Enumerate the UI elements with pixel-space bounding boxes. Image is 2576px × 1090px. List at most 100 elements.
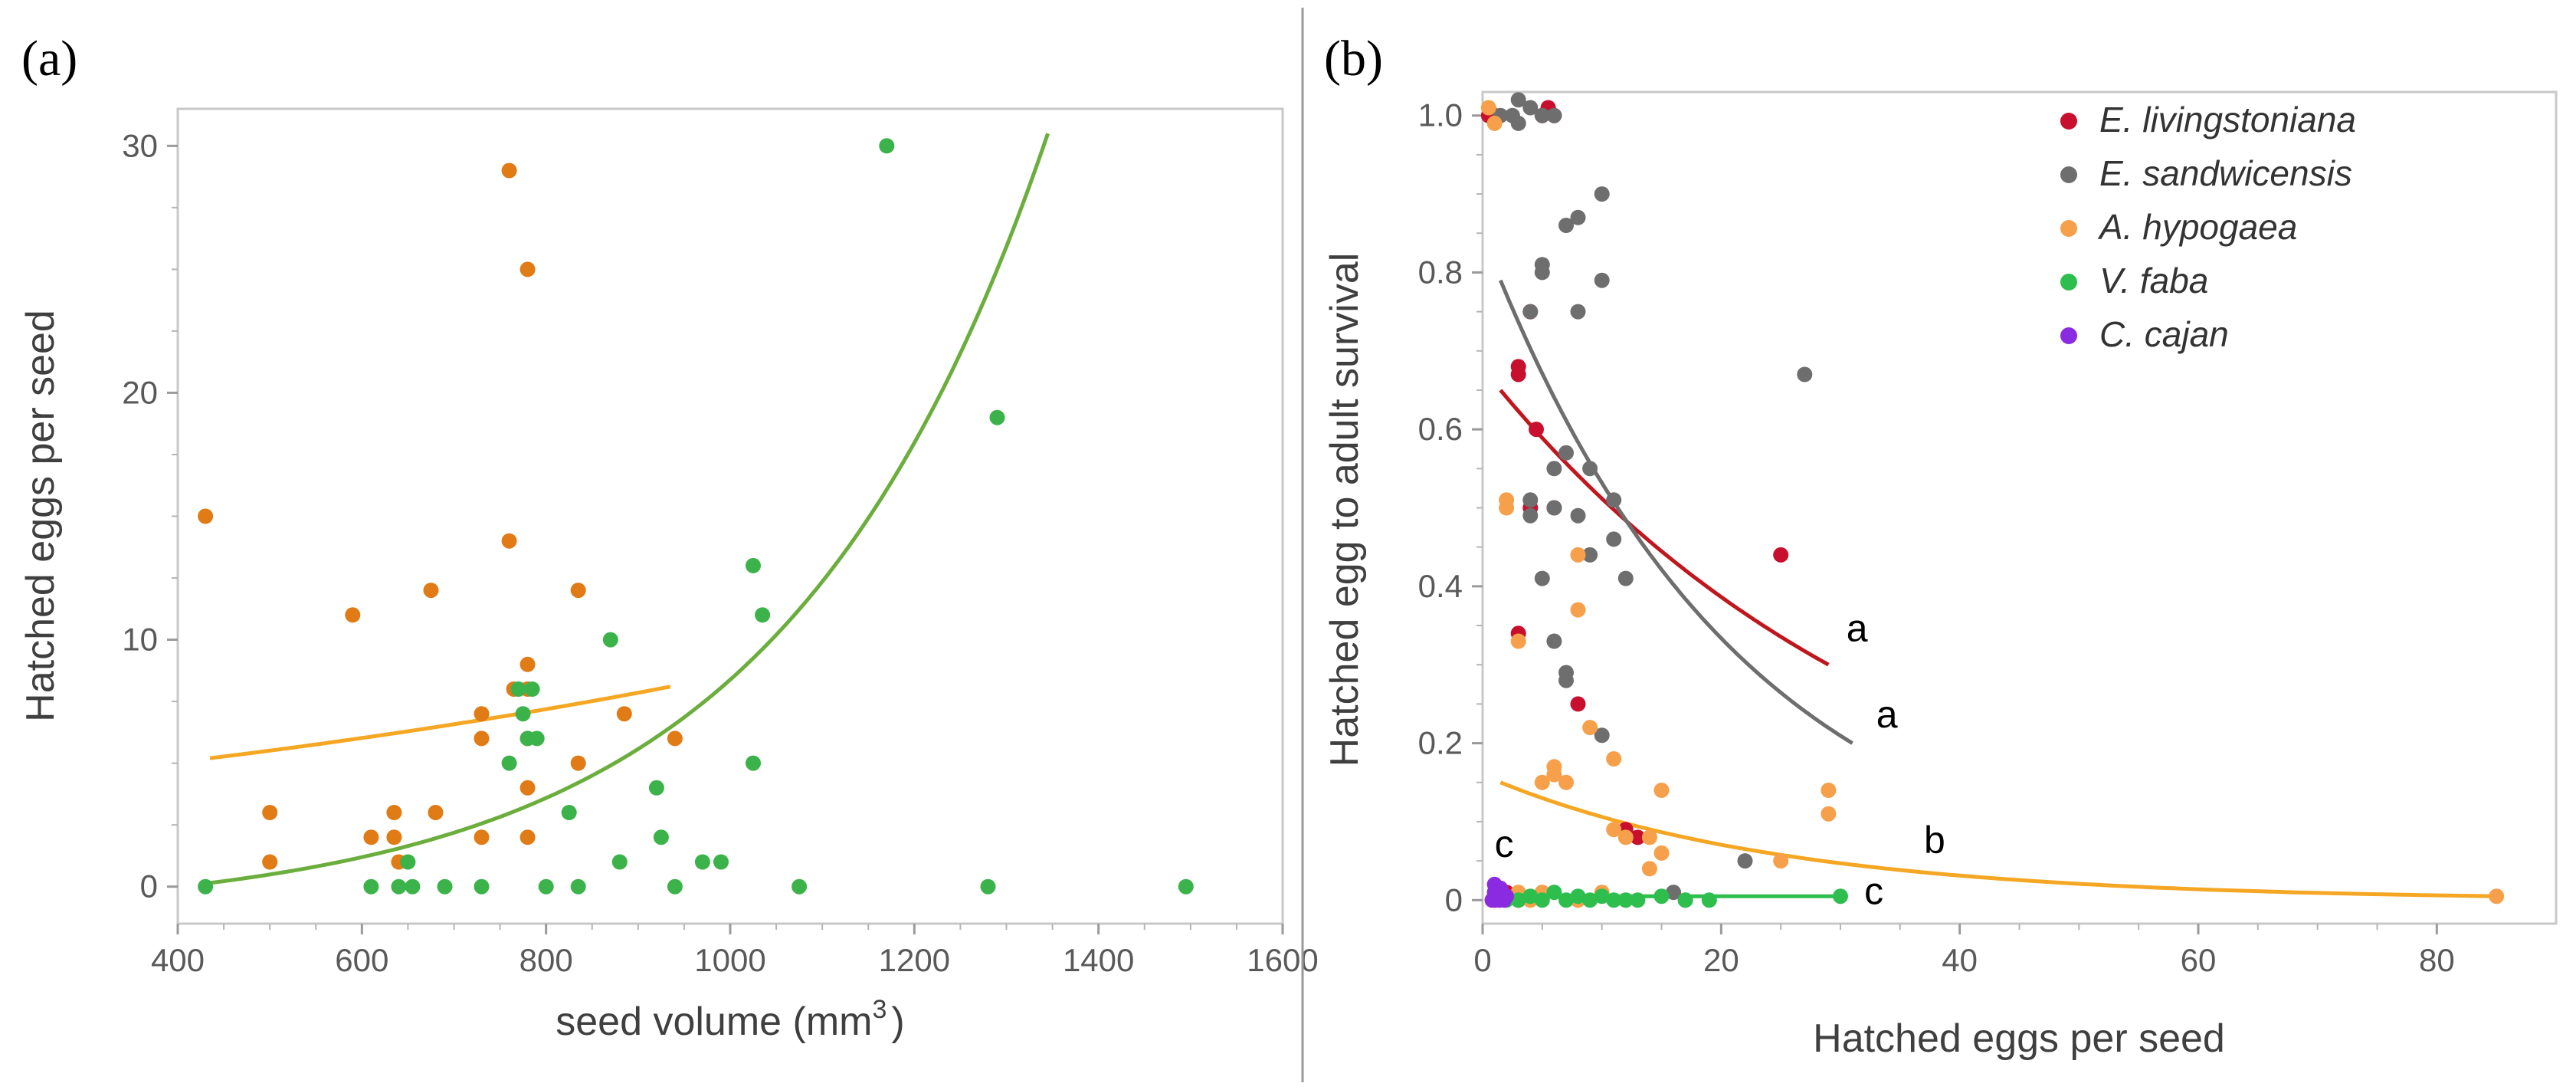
data-point: [1558, 892, 1574, 908]
data-point: [1653, 888, 1670, 905]
plot-b-curves: [1494, 279, 2497, 898]
data-point: [713, 854, 729, 870]
x-tick-label: 1400: [1063, 942, 1134, 978]
data-point: [653, 829, 669, 845]
data-point: [1546, 767, 1562, 783]
data-point: [1737, 853, 1753, 869]
fit-curve-orange-fit: [1499, 780, 2497, 898]
series-e-sandwicensis: [1493, 92, 1813, 908]
x-tick-label: 20: [1703, 942, 1739, 978]
data-point: [570, 583, 586, 599]
significance-letter: c: [1864, 869, 1883, 912]
data-point: [1582, 461, 1598, 477]
data-point: [1546, 461, 1562, 477]
legend-label: E. sandwicensis: [2099, 153, 2352, 193]
data-point: [1510, 92, 1526, 108]
data-point: [1582, 547, 1598, 563]
data-point: [1570, 547, 1586, 563]
data-point: [1522, 888, 1539, 905]
data-point: [1582, 892, 1598, 908]
data-point: [980, 878, 996, 895]
plot-a-frame: [176, 107, 1284, 925]
data-point: [1510, 115, 1526, 131]
data-point: [1630, 829, 1646, 845]
data-point: [1529, 422, 1544, 438]
data-point: [1534, 570, 1550, 586]
data-point: [1534, 107, 1550, 123]
data-point: [1570, 304, 1586, 320]
panel-b-label: (b): [1324, 31, 1383, 87]
fit-curve-gray-fit: [1498, 279, 1853, 745]
data-point: [1510, 633, 1526, 649]
y-tick-label: 0.8: [1418, 254, 1463, 290]
series-orange: [198, 163, 683, 870]
data-point: [501, 755, 517, 771]
data-point: [474, 829, 490, 845]
data-point: [1653, 783, 1670, 798]
data-point: [667, 730, 683, 747]
x-tick-label: 800: [519, 942, 573, 978]
data-point: [1493, 880, 1509, 896]
data-point: [1558, 218, 1574, 233]
data-point: [1594, 727, 1610, 744]
y-tick-label: 0.4: [1418, 568, 1463, 604]
data-point: [538, 878, 554, 895]
data-point: [262, 805, 278, 820]
data-point: [746, 755, 761, 771]
data-point: [1570, 602, 1586, 618]
data-point: [1570, 209, 1586, 225]
significance-letter: a: [1876, 693, 1898, 736]
panel-a: (a) 400 600 800 1000 1200 1400 1600 0 10 20 30 see…: [18, 31, 1319, 1044]
data-point: [1522, 492, 1539, 508]
legend-label: A. hypogaea: [2097, 207, 2297, 247]
data-point: [1546, 500, 1562, 516]
legend-swatch: [2060, 220, 2077, 237]
data-point: [515, 706, 531, 722]
plot-a-x-axis-title: seed volume (mm3): [556, 995, 904, 1044]
plot-b-points: [1480, 92, 2505, 908]
data-point: [474, 706, 490, 722]
data-point: [519, 656, 536, 672]
x-tick-label: 0: [1473, 942, 1491, 978]
data-point: [437, 878, 453, 895]
data-point: [1510, 892, 1526, 908]
data-point: [1570, 888, 1586, 905]
data-point: [474, 878, 490, 895]
plot-b-ticks: 0 20 40 60 80 0 0.2 0.4 0.6 0.8 1.0: [1418, 97, 2455, 978]
data-point: [1677, 892, 1693, 908]
data-point: [616, 706, 632, 722]
data-point: [746, 557, 761, 573]
data-point: [879, 138, 895, 154]
data-point: [474, 730, 490, 747]
y-tick-label: 0: [140, 868, 158, 905]
data-point: [405, 878, 421, 895]
x-title-sup: 3: [872, 995, 887, 1024]
data-point: [602, 632, 618, 648]
data-point: [1773, 853, 1789, 869]
data-point: [2489, 888, 2505, 905]
series-c-cajan: [1484, 876, 1515, 908]
data-point: [529, 730, 545, 747]
x-tick-label: 1200: [879, 942, 950, 978]
data-point: [1558, 774, 1574, 790]
data-point: [1594, 186, 1610, 202]
legend-label: E. livingstoniana: [2099, 100, 2356, 140]
data-point: [1570, 507, 1586, 524]
data-point: [1606, 892, 1622, 908]
data-point: [1641, 829, 1657, 845]
data-point: [1821, 783, 1837, 798]
data-point: [1486, 115, 1503, 131]
x-title-main: seed volume (mm: [556, 1000, 872, 1044]
data-point: [1534, 892, 1550, 908]
data-point: [1594, 888, 1610, 905]
data-point: [1534, 774, 1550, 790]
data-point: [1178, 878, 1194, 895]
data-point: [1701, 892, 1717, 908]
series-green: [198, 138, 1194, 895]
data-point: [1546, 107, 1562, 123]
legend-swatch: [2060, 166, 2077, 183]
data-point: [423, 583, 439, 599]
data-point: [386, 829, 402, 845]
